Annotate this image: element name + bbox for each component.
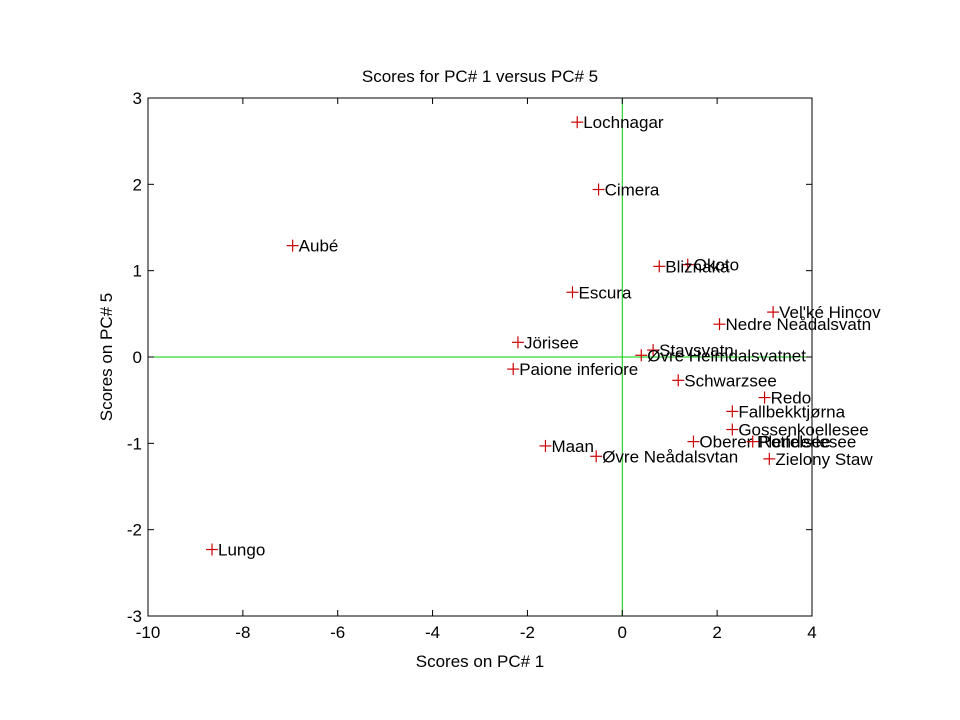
- data-point: Oberer Plenderlesee: [687, 433, 856, 452]
- point-label: Okoto: [694, 256, 739, 275]
- chart-title: Scores for PC# 1 versus PC# 5: [362, 67, 598, 86]
- point-label: Maan: [551, 437, 594, 456]
- x-axis-ticks: -10 -8 -6 -4 -2 0 2 4: [136, 98, 817, 642]
- y-tick-label: 0: [133, 348, 142, 367]
- zero-lines: [148, 98, 812, 616]
- point-label: Lungo: [218, 541, 265, 560]
- point-label: Jörisee: [524, 333, 579, 352]
- data-point: Zielony Staw: [763, 450, 873, 469]
- y-axis-ticks: -3 -2 -1 0 1 2 3: [127, 89, 812, 626]
- data-point: Nedre Neådalsvatn: [713, 315, 872, 334]
- y-tick-label: 1: [133, 262, 142, 281]
- point-label: Gossenkoellesee: [738, 421, 868, 440]
- data-point: Lochnagar: [571, 113, 664, 132]
- x-tick-label: -2: [520, 623, 535, 642]
- data-point: Lungo: [206, 541, 265, 560]
- data-point: Jörisee: [511, 333, 579, 352]
- data-point: Fallbekktjørna: [726, 402, 846, 421]
- x-tick-label: 4: [807, 623, 816, 642]
- data-point: Øvre Neådalsvtan: [590, 447, 738, 466]
- point-label: Øvre Heimdalsvatnet: [647, 346, 806, 365]
- point-label: Vel'ké Hincov: [779, 303, 881, 322]
- data-point: Vel'ké Hincov: [767, 303, 881, 322]
- point-label: Lochnagar: [583, 113, 664, 132]
- point-label: Stavsvatn: [659, 341, 734, 360]
- x-tick-label: 0: [618, 623, 627, 642]
- data-point: Okoto: [681, 256, 739, 275]
- y-tick-label: -1: [127, 434, 142, 453]
- point-label: Paione inferiore: [519, 360, 638, 379]
- data-point: Stavsvatn: [647, 341, 734, 360]
- data-point: Cimera: [592, 181, 660, 200]
- data-point: Aubé: [286, 237, 339, 256]
- data-point: Paione inferiore: [507, 360, 638, 379]
- point-label: Nedre Neådalsvatn: [726, 315, 872, 334]
- data-point: Maan: [539, 437, 594, 456]
- y-tick-label: 2: [133, 175, 142, 194]
- x-tick-label: -6: [330, 623, 345, 642]
- data-point: Bliznaka: [653, 257, 730, 276]
- data-point: Escura: [566, 283, 632, 302]
- x-tick-label: -8: [235, 623, 250, 642]
- point-label: Escura: [578, 283, 631, 302]
- y-tick-label: 3: [133, 89, 142, 108]
- point-label: Oberer Plenderlesee: [699, 433, 856, 452]
- x-tick-label: -10: [136, 623, 161, 642]
- data-point: Øvre Heimdalsvatnet: [635, 346, 806, 365]
- point-label: Fallbekktjørna: [738, 402, 845, 421]
- y-tick-label: -2: [127, 521, 142, 540]
- point-label: Rotfelsee: [759, 433, 831, 452]
- x-tick-label: -4: [425, 623, 440, 642]
- data-point: Schwarzsee: [672, 371, 777, 390]
- x-tick-label: 2: [712, 623, 721, 642]
- y-tick-label: -3: [127, 607, 142, 626]
- point-label: Cimera: [605, 181, 660, 200]
- point-label: Bliznaka: [665, 257, 730, 276]
- data-point: Gossenkoellesee: [726, 421, 869, 440]
- point-label: Aubé: [299, 237, 339, 256]
- data-point: Rotfelsee: [746, 433, 831, 452]
- point-label: Zielony Staw: [775, 450, 873, 469]
- y-axis-label: Scores on PC# 5: [97, 293, 116, 422]
- data-point: Redo: [758, 389, 812, 408]
- point-label: Redo: [771, 389, 812, 408]
- point-label: Øvre Neådalsvtan: [602, 447, 738, 466]
- point-label: Schwarzsee: [684, 371, 777, 390]
- x-axis-label: Scores on PC# 1: [416, 652, 545, 671]
